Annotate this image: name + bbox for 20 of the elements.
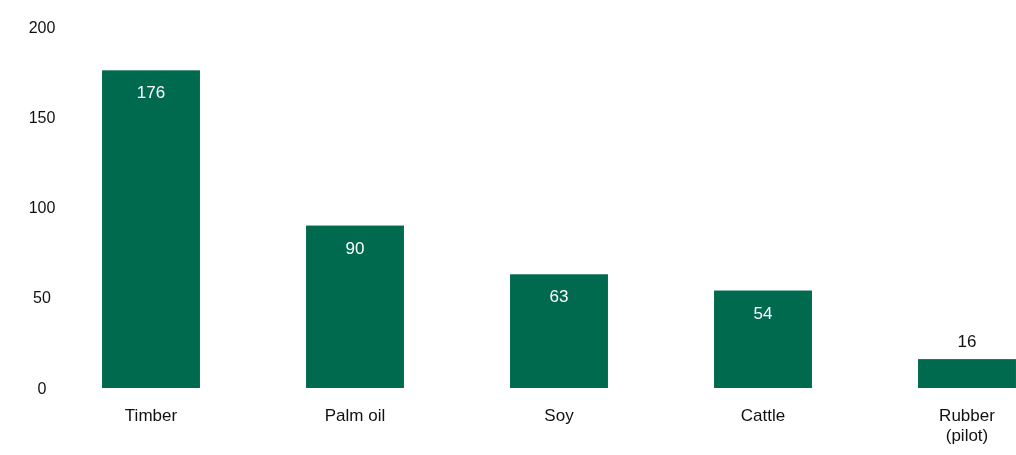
y-tick-label: 0 <box>37 379 47 397</box>
y-tick-label: 100 <box>28 199 56 217</box>
bar <box>714 290 812 388</box>
y-tick-label: 150 <box>28 108 56 126</box>
data-label: 176 <box>136 83 166 103</box>
x-tick-label: Rubber (pilot) <box>939 406 996 445</box>
x-tick-label: Palm oil <box>324 406 386 425</box>
bar <box>102 70 200 388</box>
data-label: 54 <box>753 303 773 323</box>
bar <box>510 274 608 388</box>
x-tick-label: Soy <box>544 406 575 425</box>
x-tick-label: Cattle <box>740 406 786 425</box>
y-tick-label: 50 <box>33 289 51 307</box>
bar <box>306 225 404 388</box>
data-label: 16 <box>957 332 977 352</box>
x-tick-label: Timber <box>124 406 178 425</box>
y-tick-label: 200 <box>28 18 56 36</box>
data-label: 63 <box>549 287 569 307</box>
data-label: 90 <box>345 238 365 258</box>
bar <box>918 359 1016 388</box>
